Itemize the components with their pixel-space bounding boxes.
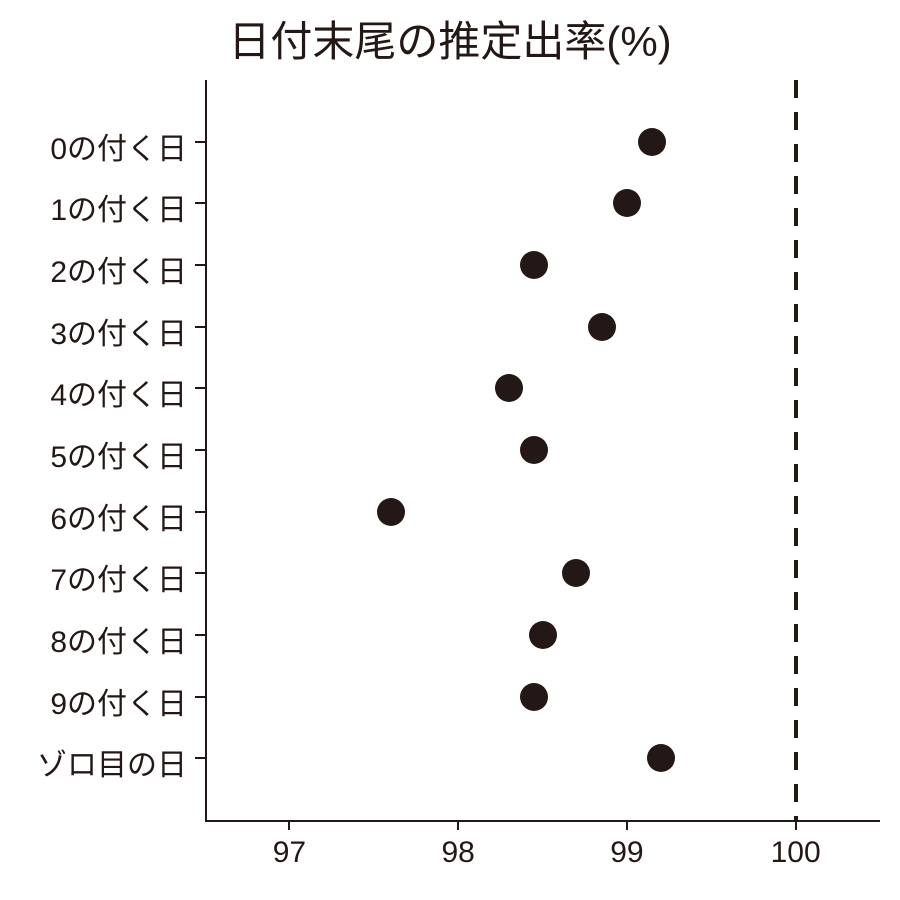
x-tick-label: 98 [418,836,498,870]
x-tick-label: 99 [587,836,667,870]
data-point [495,374,523,402]
y-tick-mark [195,141,205,143]
y-tick-label: 2の付く日 [0,247,187,291]
y-tick-label: 0の付く日 [0,124,187,168]
plot-area: 0の付く日1の付く日2の付く日3の付く日4の付く日5の付く日6の付く日7の付く日… [205,80,880,820]
x-tick-mark [795,820,797,830]
data-point [529,621,557,649]
y-tick-label: 6の付く日 [0,494,187,538]
y-tick-label: 5の付く日 [0,432,187,476]
data-point [520,683,548,711]
y-tick-label: 9の付く日 [0,679,187,723]
y-tick-label: 8の付く日 [0,617,187,661]
y-tick-label: 4の付く日 [0,370,187,414]
x-tick-mark [457,820,459,830]
y-tick-mark [195,757,205,759]
data-point [638,128,666,156]
data-point [520,251,548,279]
y-tick-label: ゾロ目の日 [0,740,187,784]
x-tick-label: 100 [756,836,836,870]
data-point [613,189,641,217]
y-tick-mark [195,202,205,204]
chart-container: 日付末尾の推定出率(%) 0の付く日1の付く日2の付く日3の付く日4の付く日5の… [0,0,900,900]
y-tick-mark [195,572,205,574]
y-tick-label: 1の付く日 [0,185,187,229]
y-tick-mark [195,634,205,636]
y-tick-label: 3の付く日 [0,309,187,353]
x-tick-mark [626,820,628,830]
y-tick-mark [195,387,205,389]
y-axis-line [205,80,207,820]
y-tick-label: 7の付く日 [0,555,187,599]
data-point [647,744,675,772]
data-point [588,313,616,341]
x-axis-line [205,820,880,822]
data-point [562,559,590,587]
x-tick-mark [288,820,290,830]
y-tick-mark [195,264,205,266]
chart-title: 日付末尾の推定出率(%) [0,8,900,69]
data-point [377,498,405,526]
y-tick-mark [195,449,205,451]
y-tick-mark [195,326,205,328]
y-tick-mark [195,511,205,513]
y-tick-mark [195,696,205,698]
reference-line [794,80,798,820]
data-point [520,436,548,464]
x-tick-label: 97 [249,836,329,870]
